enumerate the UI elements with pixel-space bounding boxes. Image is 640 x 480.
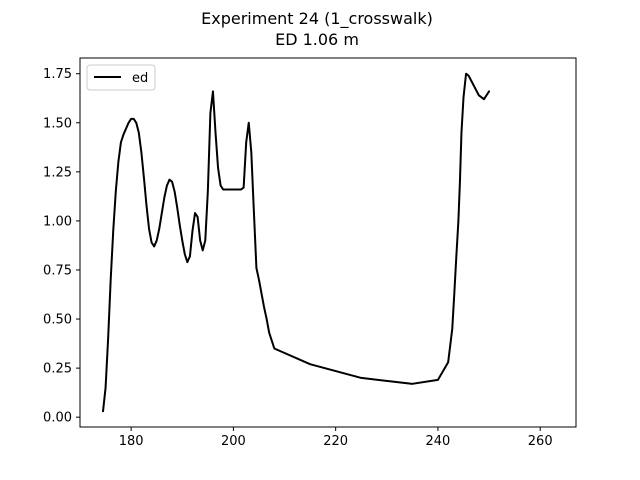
y-tick-label: 0.25: [43, 362, 72, 377]
x-tick-label: 180: [119, 434, 144, 449]
x-axis: 180 200 220 240 260: [119, 427, 553, 449]
y-tick-label: 1.75: [43, 67, 72, 82]
x-tick-label: 260: [528, 434, 553, 449]
y-tick-label: 0.00: [43, 411, 72, 426]
chart-title: Experiment 24 (1_crosswalk): [201, 9, 433, 29]
x-tick-label: 240: [426, 434, 451, 449]
y-axis: 0.00 0.25 0.50 0.75 1.00 1.25 1.50 1.75: [43, 67, 80, 426]
y-tick-label: 1.25: [43, 165, 72, 180]
y-tick-label: 0.75: [43, 263, 72, 278]
series-layer: [102, 72, 491, 413]
plot-background: [80, 58, 576, 427]
legend-label-ed: ed: [132, 71, 148, 86]
series-line-ed: [102, 72, 491, 413]
y-tick-label: 1.50: [43, 116, 72, 131]
x-tick-label: 200: [221, 434, 246, 449]
plot-frame: [79, 57, 577, 428]
chart-subtitle: ED 1.06 m: [275, 30, 359, 49]
plot-area: [80, 58, 576, 427]
legend: ed: [86, 64, 156, 91]
x-tick-label: 220: [323, 434, 348, 449]
y-tick-label: 0.50: [43, 313, 72, 328]
y-tick-label: 1.00: [43, 214, 72, 229]
